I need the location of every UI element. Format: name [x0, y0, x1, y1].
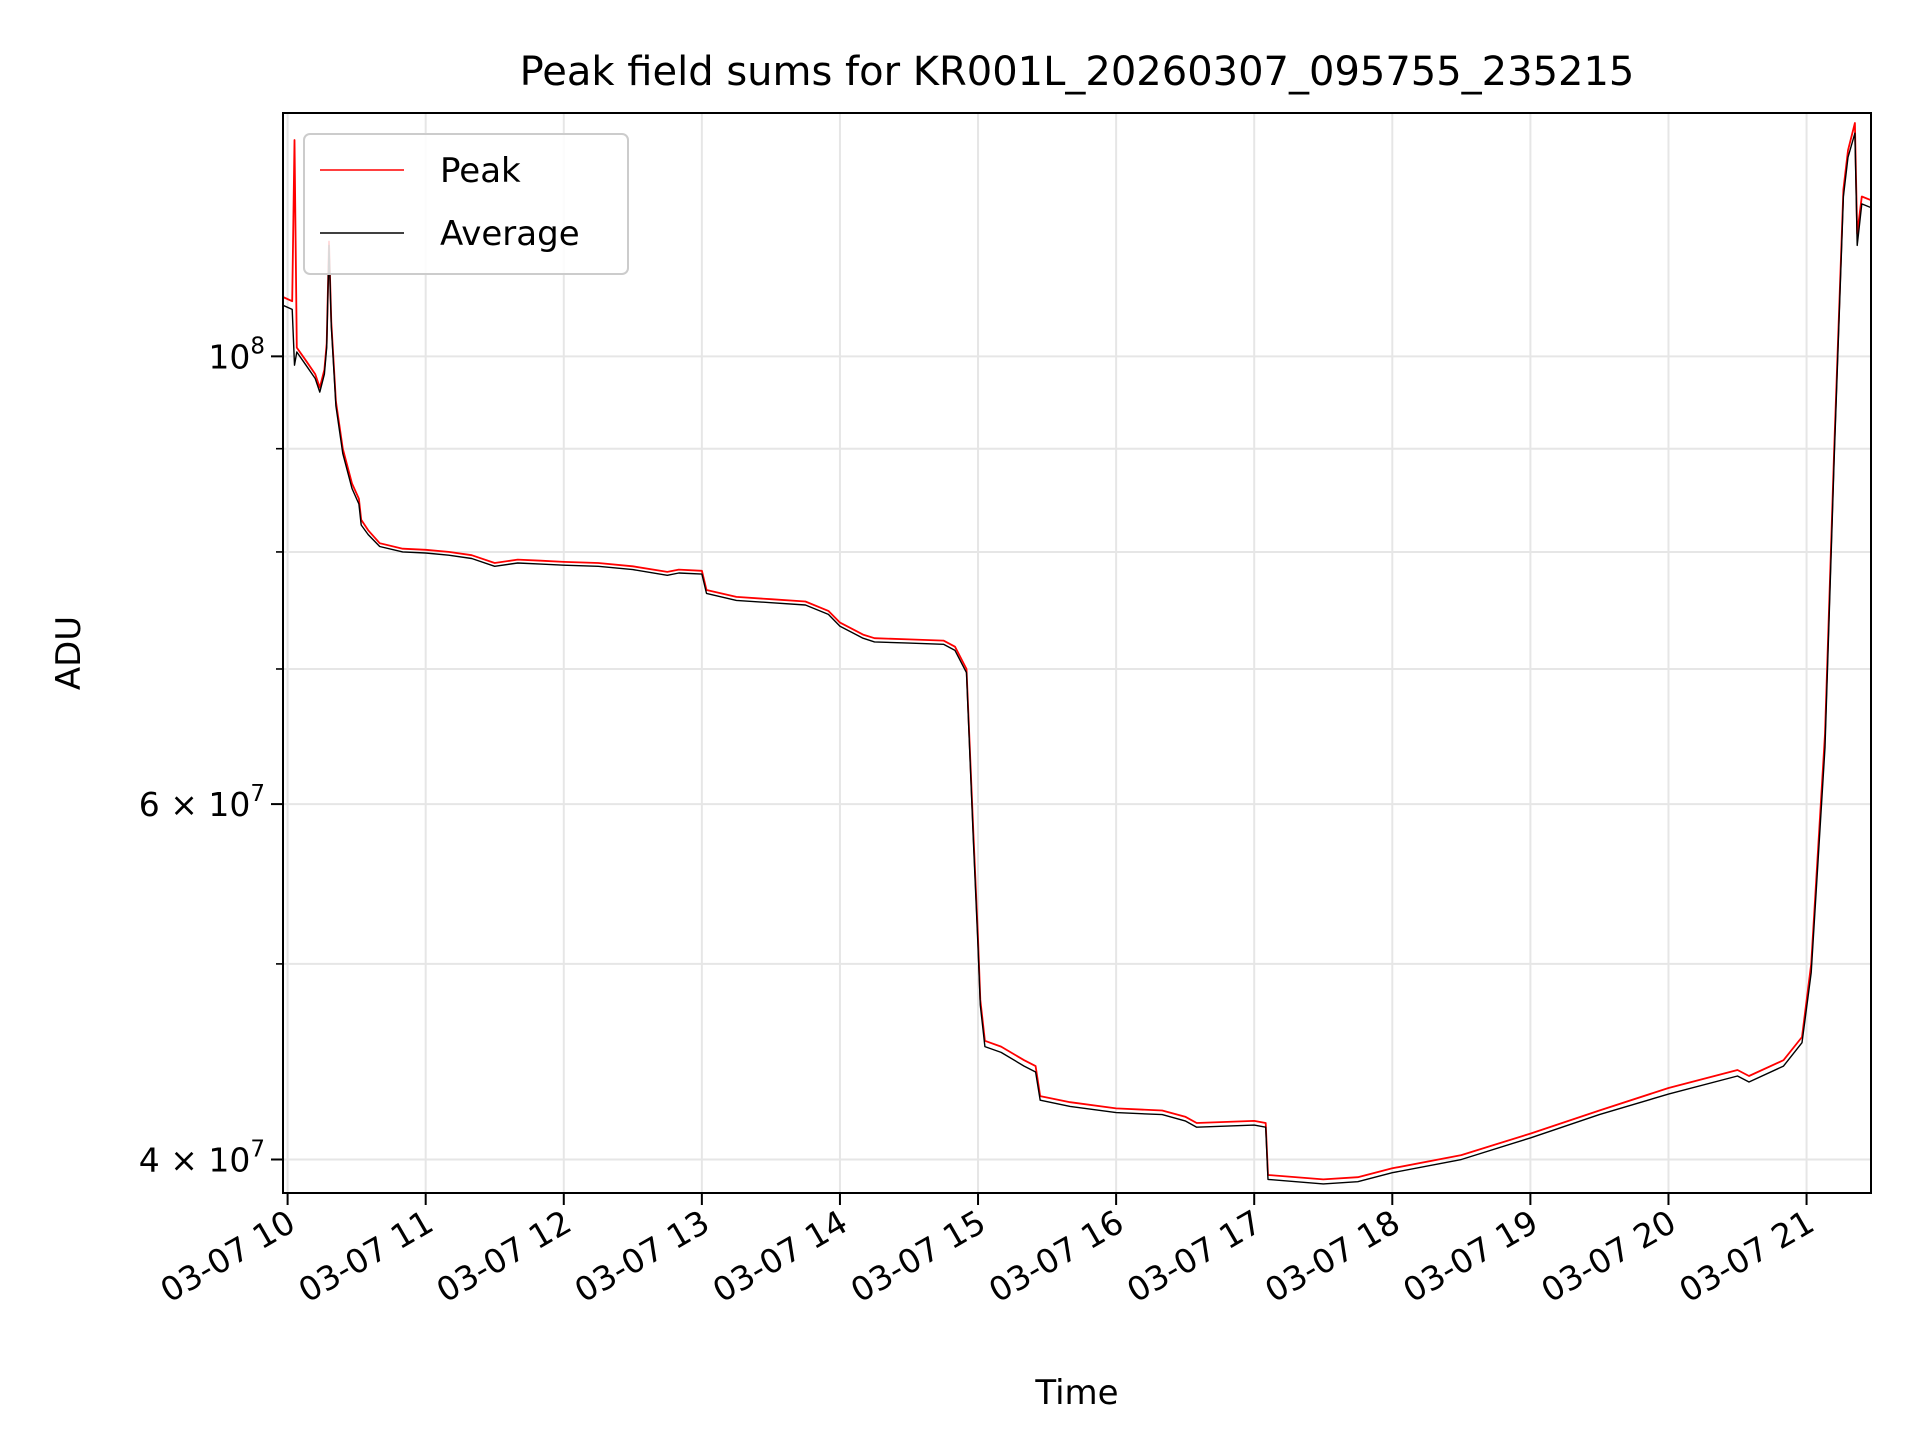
legend: Peak Average [303, 133, 629, 275]
grid-lines [283, 113, 1871, 1193]
x-axis-label: Time [1034, 1373, 1118, 1413]
plot-frame [282, 112, 1872, 1194]
y-tick-label-base: 10 [208, 337, 250, 376]
y-tick-label: 108 [208, 333, 265, 376]
legend-label-average: Average [440, 214, 580, 254]
chart-title: Peak field sums for KR001L_20260307_0957… [520, 49, 1635, 95]
y-axis-label: ADU [49, 616, 89, 690]
y-tick-label-base: 4 × 10 [139, 1140, 251, 1179]
y-tick-label: 6 × 107 [139, 781, 265, 824]
y-tick-label: 4 × 107 [139, 1136, 265, 1179]
series-line-average [282, 132, 1872, 1185]
series-line-peak [282, 122, 1872, 1181]
legend-box [303, 133, 629, 275]
y-tick-label-exponent: 7 [250, 1136, 265, 1162]
legend-label-peak: Peak [440, 151, 521, 191]
series-layer [282, 122, 1872, 1185]
y-tick-label-exponent: 7 [250, 781, 265, 807]
y-tick-label-exponent: 8 [250, 333, 265, 359]
y-tick-label-base: 6 × 10 [139, 785, 251, 824]
